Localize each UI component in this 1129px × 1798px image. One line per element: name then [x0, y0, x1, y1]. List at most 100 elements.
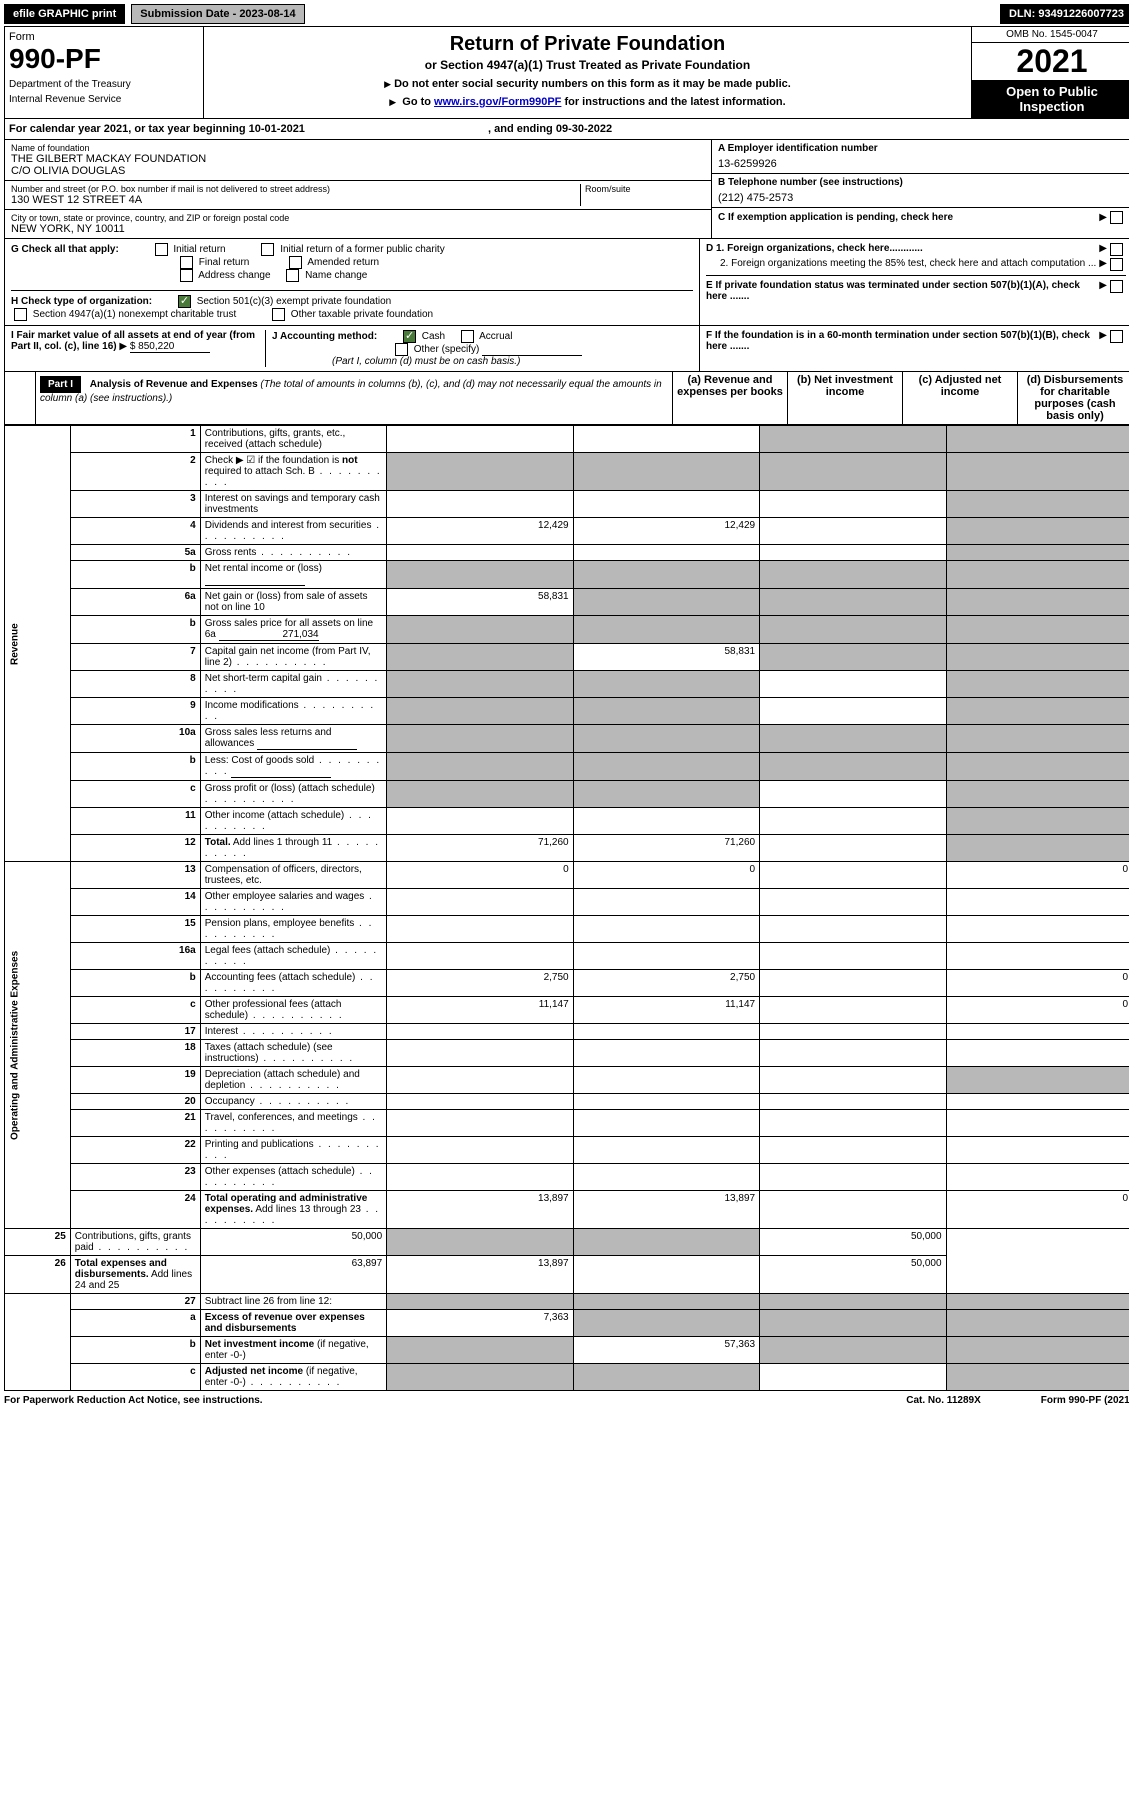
line-label: Accounting fees (attach schedule): [200, 970, 386, 997]
line-label: Check ▶ ☑ if the foundation is not requi…: [200, 453, 386, 491]
line-label: Other professional fees (attach schedule…: [200, 997, 386, 1024]
cell-c: [760, 970, 946, 997]
line-number: 11: [70, 808, 200, 835]
line-number: b: [70, 616, 200, 644]
table-row: 19Depreciation (attach schedule) and dep…: [5, 1067, 1129, 1094]
col-b-hdr: (b) Net investment income: [787, 372, 902, 424]
line-number: 25: [5, 1229, 71, 1256]
cell-c: [760, 916, 946, 943]
cell-c: [760, 862, 946, 889]
line-label: Total. Add lines 1 through 11: [200, 835, 386, 862]
d2-cb[interactable]: [1110, 258, 1123, 271]
line-number: 15: [70, 916, 200, 943]
form-label: Form: [9, 31, 199, 43]
cell-b: 2,750: [573, 970, 759, 997]
cell-b: 13,897: [573, 1191, 759, 1229]
d1-cb[interactable]: [1110, 243, 1123, 256]
cell-a: [387, 753, 573, 781]
line-number: 5a: [70, 545, 200, 561]
line-number: 13: [70, 862, 200, 889]
cell-d: [946, 671, 1129, 698]
exemption-checkbox[interactable]: [1110, 211, 1123, 224]
cash-cb[interactable]: [403, 330, 416, 343]
cell-d: 0: [946, 862, 1129, 889]
line-number: 21: [70, 1110, 200, 1137]
line-number: c: [70, 781, 200, 808]
cell-c: [760, 1337, 946, 1364]
phone-value: (212) 475-2573: [718, 192, 1126, 204]
cell-a: 11,147: [387, 997, 573, 1024]
cell-b: [573, 589, 759, 616]
cell-a: [387, 1040, 573, 1067]
paperwork-notice: For Paperwork Reduction Act Notice, see …: [4, 1395, 263, 1406]
other-taxable-cb[interactable]: [272, 308, 285, 321]
4947a1-cb[interactable]: [14, 308, 27, 321]
cell-d: [946, 1164, 1129, 1191]
table-row: 20Occupancy: [5, 1094, 1129, 1110]
table-row: 24Total operating and administrative exp…: [5, 1191, 1129, 1229]
address-change-cb[interactable]: [180, 269, 193, 282]
cell-c: [760, 997, 946, 1024]
cell-b: [573, 1094, 759, 1110]
501c3-cb[interactable]: [178, 295, 191, 308]
cell-b: [573, 1110, 759, 1137]
line-label: Depreciation (attach schedule) and deple…: [200, 1067, 386, 1094]
cell-b: [573, 491, 759, 518]
table-row: 15Pension plans, employee benefits: [5, 916, 1129, 943]
amended-return-cb[interactable]: [289, 256, 302, 269]
cell-a: [387, 453, 573, 491]
room-label: Room/suite: [585, 184, 705, 194]
d1-label: D 1. Foreign organizations, check here..…: [706, 243, 1099, 256]
cell-a: [387, 808, 573, 835]
f-cb[interactable]: [1110, 330, 1123, 343]
e-cb[interactable]: [1110, 280, 1123, 293]
revenue-side-label: Revenue: [5, 426, 71, 862]
table-row: 10aGross sales less returns and allowanc…: [5, 725, 1129, 753]
part1-table: Revenue1Contributions, gifts, grants, et…: [4, 425, 1129, 1391]
cell-c: [760, 725, 946, 753]
line-number: 22: [70, 1137, 200, 1164]
form-number: 990-PF: [9, 43, 199, 75]
line-label: Less: Cost of goods sold: [200, 753, 386, 781]
cell-b: [573, 916, 759, 943]
cell-c: [760, 889, 946, 916]
efile-button[interactable]: efile GRAPHIC print: [4, 4, 125, 24]
cell-c: [760, 943, 946, 970]
initial-return-cb[interactable]: [155, 243, 168, 256]
form-link[interactable]: www.irs.gov/Form990PF: [434, 96, 561, 108]
table-row: 5aGross rents: [5, 545, 1129, 561]
line-label: Excess of revenue over expenses and disb…: [200, 1310, 386, 1337]
table-row: 21Travel, conferences, and meetings: [5, 1110, 1129, 1137]
cell-d: 0: [946, 970, 1129, 997]
cell-d: [946, 491, 1129, 518]
cell-b: [573, 561, 759, 589]
final-return-cb[interactable]: [180, 256, 193, 269]
cell-b: [573, 453, 759, 491]
table-row: 23Other expenses (attach schedule): [5, 1164, 1129, 1191]
name-change-cb[interactable]: [286, 269, 299, 282]
dept-irs: Internal Revenue Service: [9, 94, 199, 105]
cell-d: [946, 808, 1129, 835]
accrual-cb[interactable]: [461, 330, 474, 343]
line-label: Other expenses (attach schedule): [200, 1164, 386, 1191]
other-method-cb[interactable]: [395, 343, 408, 356]
cell-b: [573, 671, 759, 698]
cell-c: [760, 698, 946, 725]
ein-label: A Employer identification number: [718, 143, 1126, 154]
cell-c: [760, 781, 946, 808]
table-row: 6aNet gain or (loss) from sale of assets…: [5, 589, 1129, 616]
cell-d: [946, 453, 1129, 491]
cell-c: [760, 1094, 946, 1110]
cell-c: [760, 616, 946, 644]
tax-year: 2021: [972, 43, 1129, 80]
cell-c: [760, 491, 946, 518]
foundation-name: THE GILBERT MACKAY FOUNDATION: [11, 153, 705, 165]
cell-b: [573, 1067, 759, 1094]
cell-c: [760, 426, 946, 453]
table-row: 22Printing and publications: [5, 1137, 1129, 1164]
cell-d: [946, 1137, 1129, 1164]
initial-former-cb[interactable]: [261, 243, 274, 256]
line-number: c: [70, 1364, 200, 1391]
cell-b: [573, 545, 759, 561]
cat-no: Cat. No. 11289X: [906, 1395, 980, 1406]
